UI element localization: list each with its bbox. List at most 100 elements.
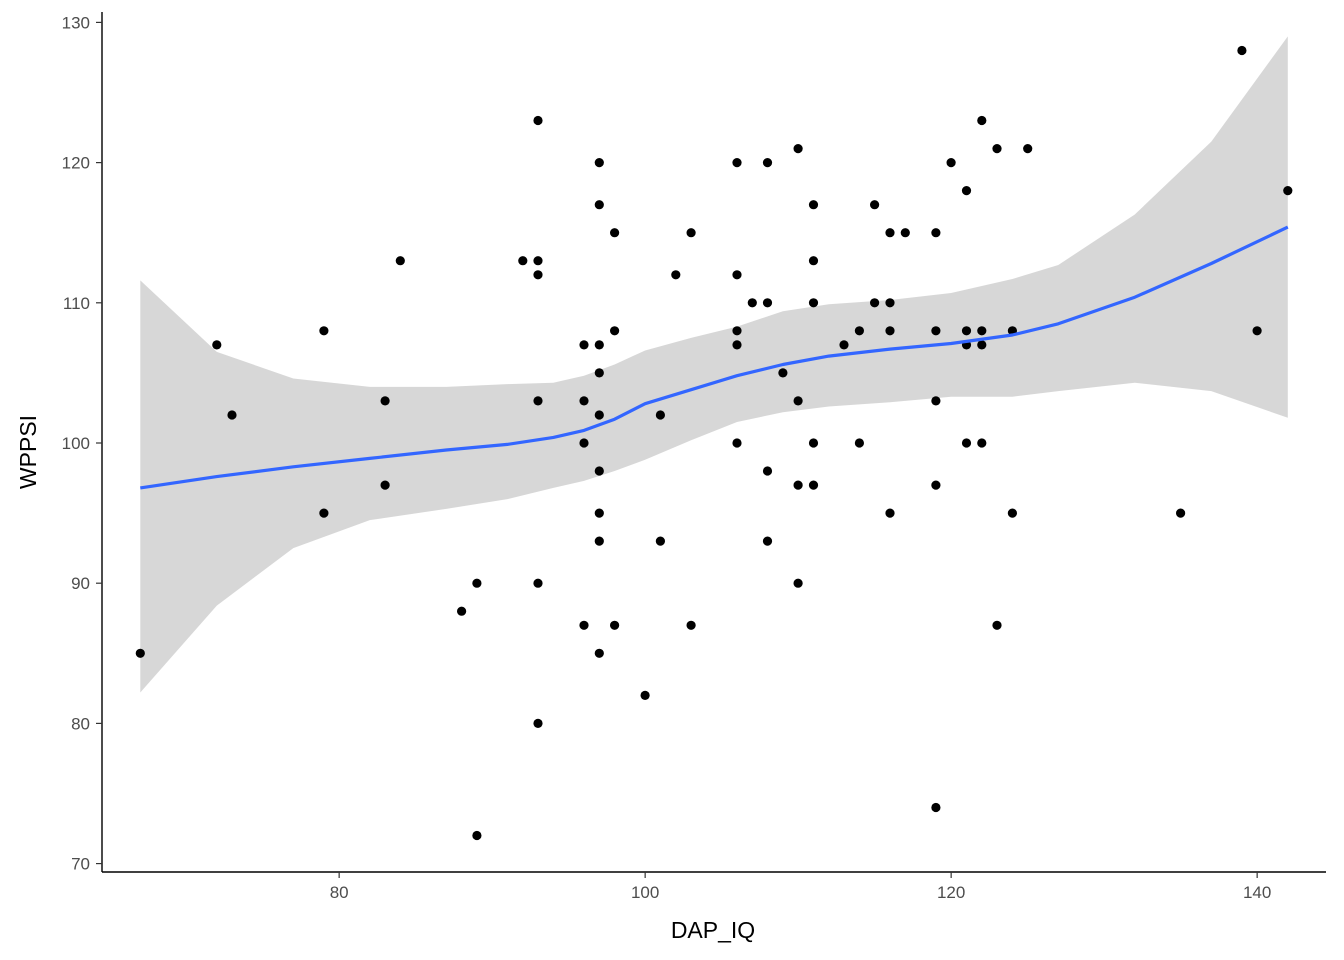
data-point [579,438,589,448]
data-point [808,200,819,210]
data-point [472,830,482,841]
data-point [732,158,742,168]
axes-layer: 80 100 120 140 70 80 90 100 110 120 130 [62,12,1326,902]
data-point [640,690,650,701]
data-point [885,298,895,308]
confidence-band [140,36,1288,693]
data-point [885,228,895,238]
y-tick-label: 80 [71,714,90,733]
data-point [931,396,941,406]
y-tick-label: 120 [62,154,90,173]
data-point [778,368,788,378]
y-tick-label: 100 [62,434,90,453]
data-point [533,396,543,406]
data-point [518,256,528,266]
data-point [900,228,910,238]
confidence-band-layer [140,36,1288,693]
data-point [854,438,865,448]
data-point [319,326,329,336]
x-tick-label: 80 [330,883,349,902]
data-point [793,578,803,588]
data-point [762,466,773,476]
data-point [808,298,819,308]
data-point [594,648,604,658]
data-point [961,326,972,336]
data-point [594,158,604,168]
data-point [793,396,803,406]
data-point [762,536,773,546]
data-point [762,158,773,168]
data-point [977,115,987,126]
data-point [380,396,390,406]
data-point [457,606,467,616]
data-point [931,326,941,336]
x-axis-title: DAP_IQ [671,917,755,943]
data-point [594,466,604,476]
data-point [1283,186,1293,196]
data-point [533,270,543,280]
data-point [1023,144,1033,154]
smooth-line [140,225,1289,490]
data-point [946,158,956,168]
data-point [732,340,742,350]
data-point [977,326,987,336]
data-point [992,620,1002,630]
data-point [854,326,865,336]
x-tick-label: 120 [937,883,965,902]
data-point [579,340,589,350]
data-point [885,326,895,336]
data-point [579,620,589,630]
data-point [212,340,222,350]
data-point [931,802,941,813]
data-point [1007,508,1018,518]
y-tick-label: 110 [63,294,90,313]
data-point [655,410,666,420]
data-point [533,718,543,729]
data-point [1176,508,1186,518]
data-point [992,144,1002,154]
data-point [762,298,773,308]
x-tick-label: 140 [1243,883,1271,902]
data-point [610,620,620,630]
data-point [808,480,819,490]
data-point [732,438,742,448]
data-point [839,340,849,350]
data-point [610,228,620,238]
data-point [533,256,543,266]
smooth-line-layer [140,225,1289,490]
data-point [686,228,696,238]
data-point [380,480,390,490]
y-axis-title: WPPSI [15,415,41,489]
data-point [870,200,880,210]
data-point [594,340,604,350]
data-point [961,438,972,448]
data-point [594,200,604,210]
data-point [793,480,803,490]
data-point [135,648,145,658]
data-point [472,578,482,588]
data-point [931,228,941,238]
data-point [793,144,803,154]
data-point [747,298,757,308]
data-point [808,256,819,266]
data-point [885,508,895,518]
data-point [594,410,604,420]
data-point [1237,45,1247,56]
data-point [395,256,405,266]
data-point [533,578,543,588]
data-point [594,368,604,378]
data-point [732,270,742,280]
y-tick-label: 70 [71,855,90,874]
data-point [655,536,666,546]
data-point [227,410,237,420]
data-point [977,438,987,448]
data-point [671,270,681,280]
data-point [870,298,880,308]
x-tick-label: 100 [631,883,659,902]
data-point [579,396,589,406]
data-point [610,326,620,336]
data-point [931,480,941,490]
data-point [732,326,742,336]
points-layer [135,45,1293,841]
